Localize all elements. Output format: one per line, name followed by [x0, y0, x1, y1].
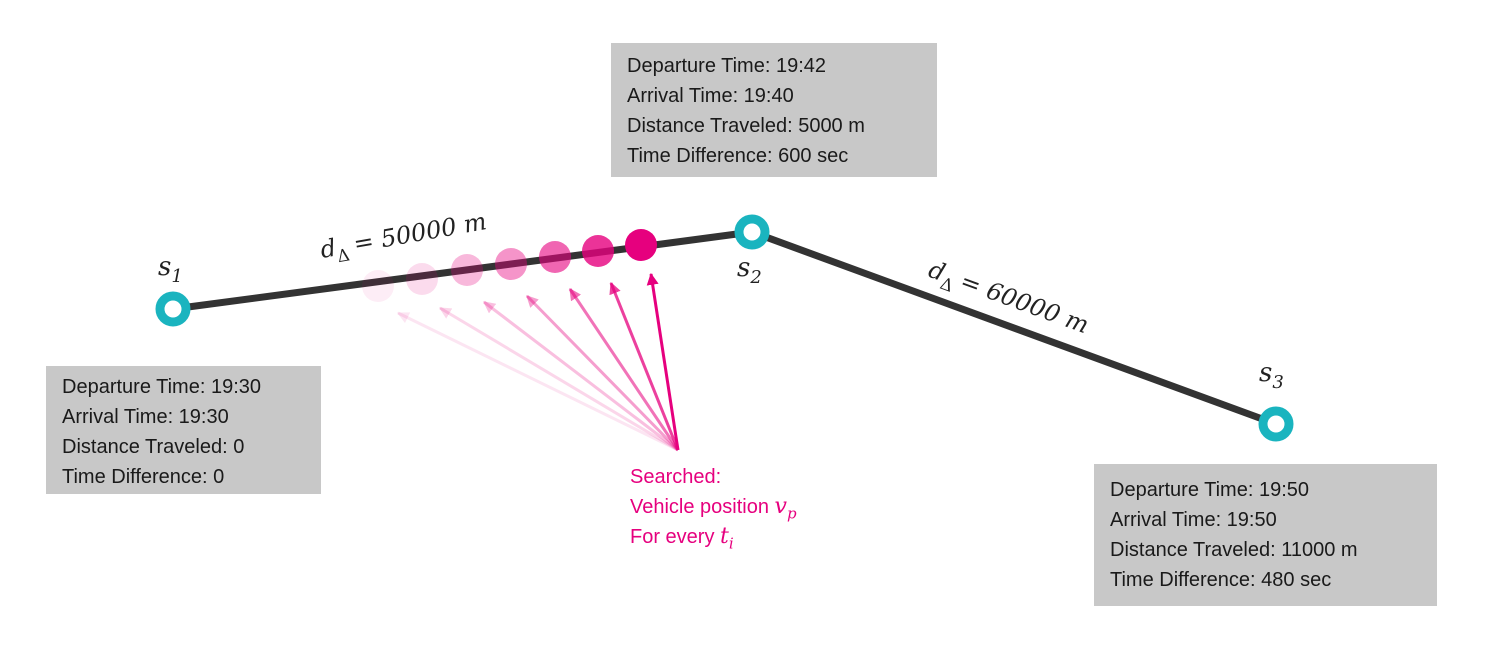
search-arrow [651, 274, 678, 450]
arrival-time: Arrival Time: 19:30 [62, 402, 305, 432]
vehicle-position-marker [582, 235, 614, 267]
station-s1-info-box: Departure Time: 19:30 Arrival Time: 19:3… [46, 366, 321, 494]
distance-traveled: Distance Traveled: 11000 m [1110, 535, 1421, 565]
station-s2-label: s2 [737, 253, 762, 288]
vehicle-position-symbol: vp [775, 494, 797, 519]
departure-time: Departure Time: 19:42 [627, 51, 921, 81]
station-s3-label: s3 [1259, 358, 1284, 393]
station-s1-label: s1 [158, 252, 183, 287]
route-segment-s2-s3 [752, 232, 1276, 424]
search-note-line-3: For every ti [630, 522, 797, 552]
departure-time: Departure Time: 19:50 [1110, 475, 1421, 505]
search-arrow [398, 313, 678, 450]
station-s3-info-box: Departure Time: 19:50 Arrival Time: 19:5… [1094, 464, 1437, 606]
vehicle-position-marker [495, 248, 527, 280]
vehicle-position-marker [539, 241, 571, 273]
vehicle-position-marker [451, 254, 483, 286]
segment-2-distance-label: dΔ= 60000 m [923, 255, 1093, 344]
station-s2-marker [739, 219, 765, 245]
arrival-time: Arrival Time: 19:40 [627, 81, 921, 111]
station-s2-info-box: Departure Time: 19:42 Arrival Time: 19:4… [611, 43, 937, 177]
search-note: Searched: Vehicle position vp For every … [630, 462, 797, 552]
time-step-symbol: ti [720, 524, 734, 549]
time-difference: Time Difference: 600 sec [627, 141, 921, 171]
station-s3-marker [1263, 411, 1289, 437]
time-difference: Time Difference: 480 sec [1110, 565, 1421, 595]
station-s1-marker [160, 296, 186, 322]
departure-time: Departure Time: 19:30 [62, 372, 305, 402]
search-note-line-1: Searched: [630, 462, 797, 492]
vehicle-position-marker [362, 270, 394, 302]
distance-traveled: Distance Traveled: 5000 m [627, 111, 921, 141]
vehicle-position-marker [625, 229, 657, 261]
search-note-line-2: Vehicle position vp [630, 492, 797, 522]
vehicle-position-marker [406, 263, 438, 295]
distance-traveled: Distance Traveled: 0 [62, 432, 305, 462]
time-difference: Time Difference: 0 [62, 462, 305, 492]
arrival-time: Arrival Time: 19:50 [1110, 505, 1421, 535]
